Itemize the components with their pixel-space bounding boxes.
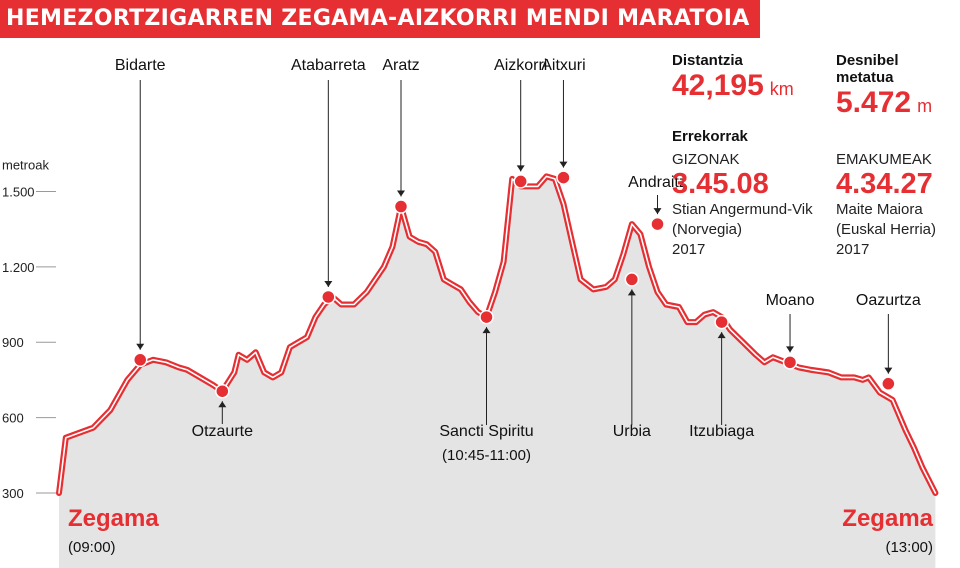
distance-label: Distantzia (672, 52, 743, 69)
start-label: Zegama (68, 505, 159, 532)
waypoint-label-itzubiaga: Itzubiaga (689, 423, 754, 440)
climb-label: Desnibel metatua (836, 52, 899, 86)
y-tick-label: 1.500 (2, 184, 35, 199)
y-tick-label: 600 (2, 411, 24, 426)
record-women-name: Maite Maiora (836, 201, 923, 218)
y-tick-label: 1.200 (2, 260, 35, 275)
record-men-name: Stian Angermund-Vik (672, 201, 813, 218)
distance-value-row: 42,195 km (672, 69, 794, 106)
waypoint-aratz (393, 199, 409, 214)
pointer-arrow-aitxuri (559, 161, 568, 168)
waypoint-atabarreta (321, 289, 336, 305)
record-men: GIZONAK 3.45.08 Stian Angermund-Vik (Nor… (672, 151, 813, 260)
waypoint-otzaurte (215, 383, 230, 399)
y-tick-label: 900 (2, 335, 24, 350)
profile-area (59, 176, 936, 568)
waypoint-label-otzaurte: Otzaurte (192, 423, 253, 440)
waypoint-label-aratz: Aratz (382, 57, 419, 74)
records-heading: Errekorrak (672, 128, 748, 145)
pointer-arrow-bidarte (136, 343, 145, 350)
pointer-arrow-andraitz (653, 208, 662, 215)
waypoint-urbia (624, 272, 640, 287)
start-time: (09:00) (68, 539, 116, 556)
distance-stat: Distantzia 42,195 km (672, 52, 794, 106)
waypoint-andraitz (650, 216, 665, 232)
record-men-time: 3.45.08 (672, 168, 769, 200)
pointer-arrow-itzubiaga (717, 332, 726, 339)
distance-value: 42,195 (672, 69, 764, 102)
pointer-arrow-aratz (397, 190, 405, 197)
record-women-year: 2017 (836, 241, 870, 258)
y-tick-label: 300 (2, 486, 24, 501)
waypoint-oazurtza (881, 376, 896, 391)
title-banner: HEMEZORTZIGARREN ZEGAMA-AIZKORRI MENDI M… (0, 0, 760, 38)
record-women-country: (Euskal Herria) (836, 221, 937, 238)
pointer-arrow-atabarreta (324, 280, 333, 287)
waypoint-label-andraitz: Andraitz (628, 174, 687, 191)
pointer-arrow-urbia (627, 289, 636, 296)
pointer-arrow-otzaurte (218, 401, 227, 408)
elevation-line-core (58, 175, 937, 494)
record-men-year: 2017 (672, 241, 706, 258)
waypoint-bidarte (132, 352, 148, 368)
record-men-label: GIZONAK (672, 151, 740, 168)
pointer-arrow-oazurtza (884, 367, 893, 374)
waypoint-label-moano: Moano (766, 292, 815, 309)
y-axis-label: metroak (2, 157, 49, 172)
climb-value: 5.472 (836, 86, 912, 119)
waypoint-label-oazurtza: Oazurtza (856, 292, 921, 309)
waypoint-aitxuri (556, 170, 571, 185)
waypoint-label-aitxuri: Aitxuri (541, 57, 585, 74)
climb-value-row: 5.472 m (836, 86, 960, 123)
waypoint-sancti-spiritu (479, 309, 494, 325)
finish-label: Zegama (842, 505, 933, 532)
record-men-country: (Norvegia) (672, 221, 743, 238)
waypoint-aizkorri (513, 174, 528, 189)
record-women-label: EMAKUMEAK (836, 151, 932, 168)
pointer-arrow-sancti-spiritu (482, 327, 491, 334)
waypoint-moano (782, 355, 798, 370)
waypoint-itzubiaga (714, 314, 729, 330)
waypoint-sub-sancti-spiritu: (10:45-11:00) (442, 447, 531, 464)
finish-time: (13:00) (885, 539, 933, 556)
waypoint-label-sancti-spiritu: Sancti Spiritu (439, 423, 533, 440)
pointer-arrow-aizkorri (516, 165, 525, 172)
waypoint-label-urbia: Urbia (613, 423, 651, 440)
record-women-time: 4.34.27 (836, 168, 933, 200)
pointer-arrow-moano (786, 346, 795, 353)
climb-stat: Desnibel metatua 5.472 m (836, 52, 960, 123)
record-women: EMAKUMEAK 4.34.27 Maite Maiora (Euskal H… (836, 151, 936, 260)
waypoint-label-atabarreta: Atabarreta (291, 57, 366, 74)
waypoint-label-bidarte: Bidarte (115, 57, 166, 74)
climb-unit: m (917, 96, 933, 116)
waypoint-label-aizkorri: Aizkorri (494, 57, 547, 74)
distance-unit: km (769, 79, 794, 99)
